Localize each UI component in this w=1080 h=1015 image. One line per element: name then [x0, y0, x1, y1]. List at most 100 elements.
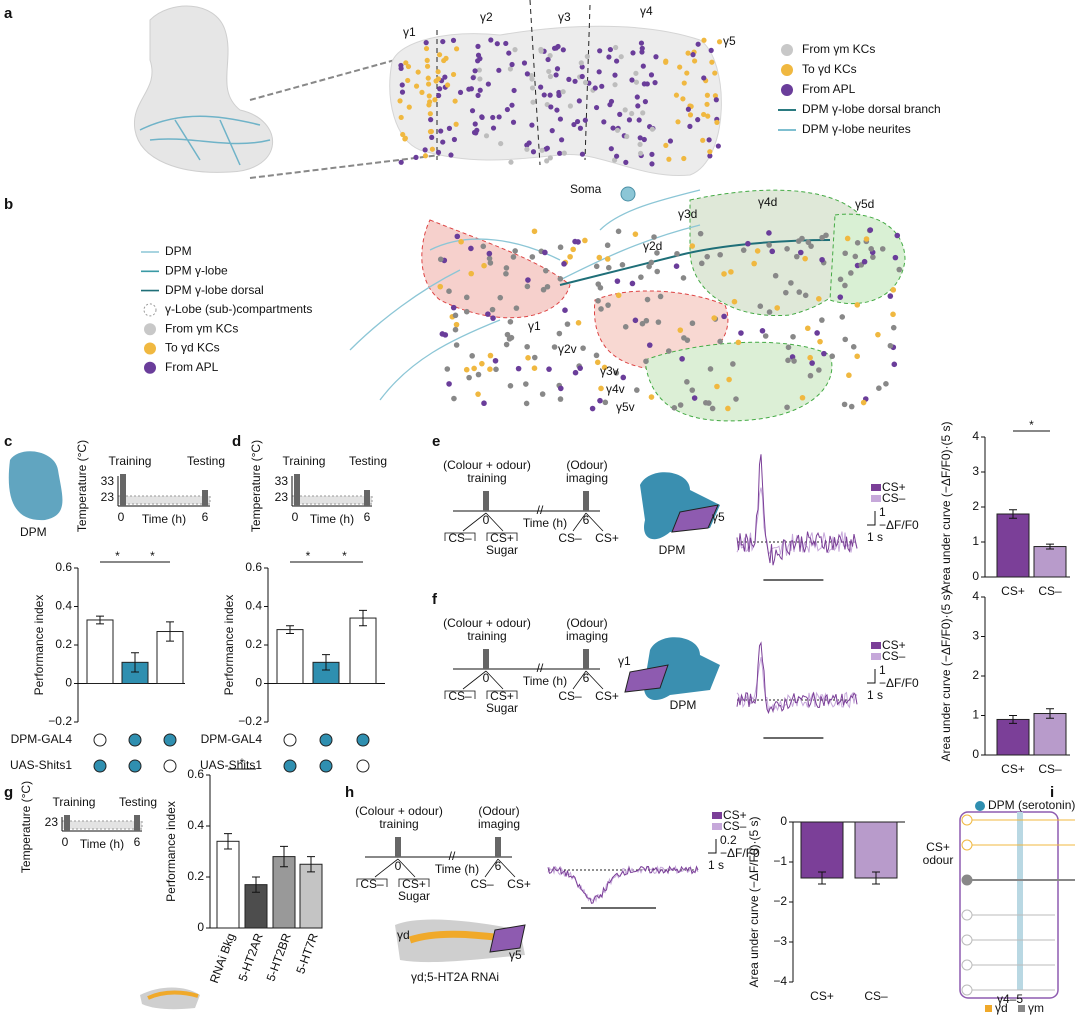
y-tick-label: 0 — [972, 747, 979, 761]
dot — [490, 114, 496, 121]
dot — [561, 150, 567, 156]
dot — [547, 92, 553, 98]
y-tick-label: 0.2 — [245, 637, 262, 651]
dot — [807, 354, 813, 361]
dot — [432, 97, 438, 103]
y-tick-label: −4 — [773, 974, 787, 988]
dot — [646, 263, 652, 270]
dot — [548, 104, 554, 110]
dot — [577, 365, 583, 371]
x-tick-label: 0 — [483, 671, 490, 685]
kc — [961, 959, 973, 971]
dot — [615, 292, 622, 299]
dot — [457, 89, 464, 96]
dot — [544, 145, 550, 151]
traces — [736, 641, 858, 715]
dot — [842, 250, 848, 257]
legend-label: CS+ — [723, 808, 747, 822]
bar — [272, 856, 296, 929]
dot — [707, 149, 713, 155]
dot — [890, 324, 897, 331]
axis-label: Time (h) — [523, 674, 567, 688]
dot — [634, 94, 640, 100]
dot — [689, 243, 696, 249]
y-tick-label: 0 — [972, 569, 979, 583]
legend-label: From γm KCs — [802, 42, 875, 56]
cs-label: CS+ — [595, 531, 619, 545]
dot — [436, 92, 442, 99]
dot — [577, 125, 584, 131]
dot — [510, 254, 517, 260]
dot — [612, 72, 618, 78]
x-tick-label: 6 — [134, 835, 141, 849]
dot — [453, 342, 460, 348]
legend-label: CS– — [723, 819, 747, 833]
dot — [653, 54, 659, 60]
y-tick-label: 23 — [45, 815, 59, 829]
dot — [477, 76, 483, 82]
dot — [797, 249, 804, 256]
dot — [819, 256, 825, 263]
dot — [854, 302, 861, 308]
dot — [649, 161, 655, 167]
dot — [472, 68, 478, 74]
dot — [554, 107, 560, 113]
dot — [400, 131, 406, 138]
dot — [524, 71, 530, 77]
break: // — [537, 503, 544, 517]
genotype-marker — [319, 759, 333, 773]
y-tick-label: 0 — [780, 814, 787, 828]
dot — [554, 66, 561, 72]
dot — [507, 66, 514, 72]
cs-label: CS+ — [490, 531, 514, 545]
dot — [567, 103, 574, 109]
legend-swatch — [871, 653, 881, 660]
training-block — [395, 837, 401, 857]
dot — [435, 69, 441, 75]
dot — [671, 405, 678, 411]
dot — [700, 137, 706, 143]
dot — [466, 374, 472, 381]
dot — [712, 93, 718, 99]
x-tick-label: CS+ — [1001, 584, 1025, 598]
dot — [468, 245, 474, 252]
compartment-box — [959, 811, 1059, 999]
dot — [435, 76, 441, 82]
dot — [444, 82, 451, 88]
dot — [875, 331, 881, 338]
dot — [468, 86, 475, 92]
scale-bar — [867, 511, 876, 526]
significance-label: * — [150, 549, 155, 563]
axis-label: Time (h) — [523, 516, 567, 530]
dot — [487, 352, 494, 359]
dot — [772, 272, 779, 279]
dot — [691, 395, 698, 401]
y-tick-label: 1 — [972, 534, 979, 548]
training-block — [120, 474, 126, 506]
dot — [769, 248, 776, 255]
dot — [618, 54, 624, 60]
dot — [704, 253, 711, 260]
dot — [475, 92, 481, 99]
y-tick-label: 3 — [972, 629, 979, 643]
dot — [570, 246, 576, 253]
error-bar — [131, 652, 139, 673]
dot — [547, 155, 553, 161]
error-bar — [818, 871, 826, 885]
dot — [677, 327, 684, 333]
y-tick-label: 23 — [275, 490, 289, 504]
scale-label: 1 — [879, 663, 886, 677]
dot — [713, 97, 719, 103]
dot — [490, 125, 497, 131]
dot — [538, 46, 544, 53]
dot — [614, 153, 620, 159]
dot — [648, 259, 655, 266]
dot — [531, 365, 538, 372]
compartment-label: γ4 — [640, 4, 653, 18]
scale-bar — [867, 669, 876, 684]
dot — [579, 151, 586, 157]
dot — [413, 154, 419, 160]
dot — [556, 330, 563, 337]
dot — [704, 92, 710, 98]
dot — [648, 72, 655, 78]
